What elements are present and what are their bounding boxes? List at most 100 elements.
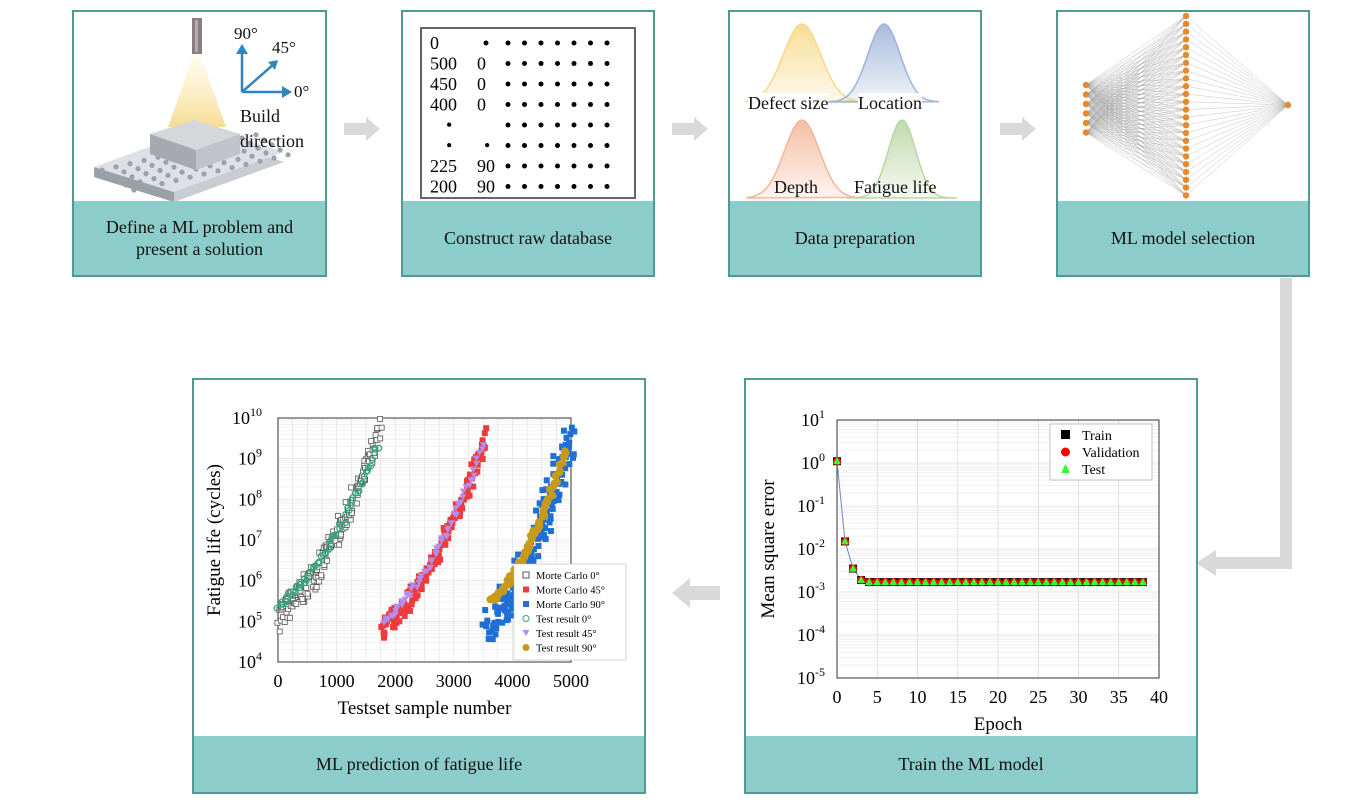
data-point xyxy=(499,604,506,611)
data-point xyxy=(437,535,445,542)
test-point xyxy=(1114,578,1123,586)
lattice-node xyxy=(99,167,105,173)
data-point xyxy=(468,461,475,468)
db-cell-b: 0 xyxy=(477,54,486,74)
nn-edge xyxy=(1185,104,1289,126)
nn-edge xyxy=(1085,54,1187,133)
data-point xyxy=(326,541,334,549)
data-point xyxy=(450,515,457,522)
lattice-node xyxy=(127,161,133,167)
data-point xyxy=(533,507,540,514)
db-dot xyxy=(588,122,593,128)
lattice-node xyxy=(271,155,277,161)
data-point xyxy=(391,604,398,611)
data-point xyxy=(567,431,574,438)
arrow-right-icon xyxy=(672,117,708,141)
data-point xyxy=(447,520,455,527)
data-point xyxy=(328,533,336,541)
data-point xyxy=(556,491,563,498)
data-point xyxy=(318,572,325,579)
lattice-node xyxy=(215,168,221,174)
data-point xyxy=(440,524,447,531)
y-tick-label: 109 xyxy=(238,446,262,469)
nn-node xyxy=(1182,98,1190,106)
legend: Train Validation Test xyxy=(1049,423,1153,481)
nn-edge xyxy=(1185,104,1289,165)
data-point xyxy=(336,541,343,548)
nn-node xyxy=(1082,119,1090,127)
nn-edge xyxy=(1085,15,1187,86)
lattice-node xyxy=(229,165,235,171)
data-point xyxy=(547,528,554,535)
db-dot xyxy=(538,102,544,107)
data-point xyxy=(530,558,537,565)
data-point xyxy=(459,494,467,501)
lattice-node xyxy=(163,159,169,165)
data-point xyxy=(377,416,384,422)
data-point xyxy=(543,477,550,484)
test-point xyxy=(1034,578,1043,586)
db-dot xyxy=(555,40,560,46)
db-dot xyxy=(538,184,544,189)
db-cell-b: 90 xyxy=(477,156,495,176)
db-dot xyxy=(505,184,511,189)
nn-edge xyxy=(1085,101,1187,133)
nn-edge xyxy=(1085,132,1187,141)
data-point xyxy=(565,443,572,450)
db-dot xyxy=(604,102,610,107)
db-cell-a: 450 xyxy=(430,74,457,94)
test-point xyxy=(929,578,938,586)
nn-node xyxy=(1182,161,1190,168)
nn-edge xyxy=(1085,47,1187,133)
caption-database: Construct raw database xyxy=(403,201,653,275)
data-point xyxy=(305,572,313,580)
x-tick-label: 0 xyxy=(274,671,283,691)
db-dot xyxy=(505,163,511,169)
nn-node xyxy=(1082,91,1090,98)
nn-node xyxy=(1182,90,1190,98)
data-point xyxy=(548,491,557,500)
nn-edge xyxy=(1085,47,1187,124)
data-point xyxy=(321,550,329,558)
nn-edge xyxy=(1085,15,1187,133)
data-point xyxy=(550,453,557,460)
data-point xyxy=(352,489,359,497)
fatigue-life-chart: 0 1000 2000 3000 4000 5000 1010 109 108 107 106 105… xyxy=(204,405,627,719)
lattice-node xyxy=(179,169,185,175)
db-dot xyxy=(571,61,577,66)
nn-edge xyxy=(1185,104,1289,188)
data-point xyxy=(378,623,385,630)
nn-edge xyxy=(1085,23,1187,105)
data-point xyxy=(541,532,548,539)
data-point xyxy=(568,424,575,431)
data-point xyxy=(555,456,562,463)
lattice-node xyxy=(135,166,141,172)
nn-node xyxy=(1182,51,1190,59)
db-cell-a: • xyxy=(446,115,452,135)
db-dot xyxy=(505,143,511,148)
lattice-node xyxy=(145,184,151,190)
data-point xyxy=(466,482,474,489)
panel-model-selection: ML model selection xyxy=(1056,10,1310,277)
data-point xyxy=(539,487,546,494)
x-tick-label: 10 xyxy=(909,687,927,707)
data-point xyxy=(474,451,481,458)
data-point xyxy=(570,454,577,461)
data-point xyxy=(448,524,455,531)
x-tick-label: 5 xyxy=(873,687,882,707)
db-cell-a: • xyxy=(446,136,452,156)
data-point xyxy=(552,478,561,487)
data-point xyxy=(417,573,425,580)
db-dot xyxy=(604,81,610,87)
nn-edge xyxy=(1085,39,1187,114)
data-point xyxy=(547,513,554,520)
db-dot xyxy=(588,81,593,87)
test-point xyxy=(905,578,914,586)
lattice-node xyxy=(255,145,261,151)
db-dot xyxy=(522,184,527,189)
data-point xyxy=(276,628,283,635)
data-point xyxy=(273,604,281,612)
nn-edge xyxy=(1085,132,1187,149)
db-dot xyxy=(571,81,577,87)
test-point xyxy=(1042,578,1051,586)
